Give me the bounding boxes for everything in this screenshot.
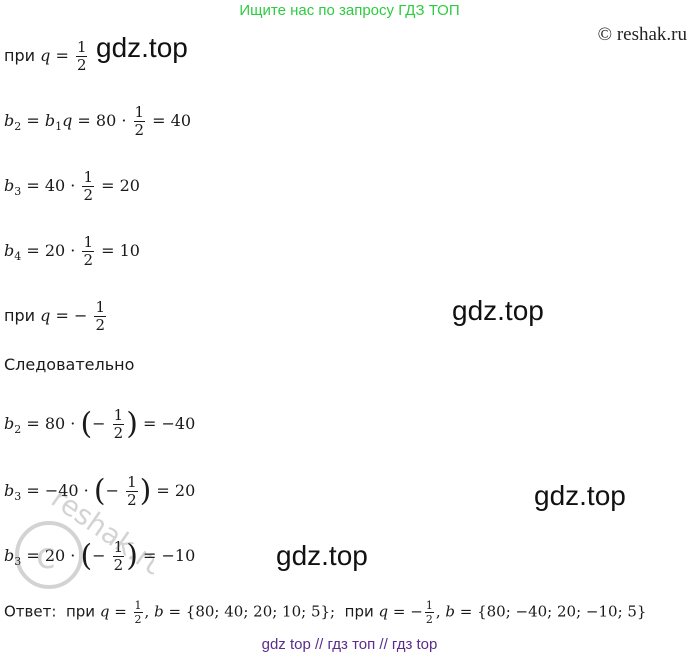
- bottom-links: gdz top // гдз топ // гдз top: [261, 636, 438, 653]
- svg-text:c: c: [36, 536, 56, 577]
- pri-label: при: [4, 46, 36, 65]
- search-banner: Ищите нас по запросу ГДЗ ТОП: [239, 2, 460, 19]
- reshak-stamp-icon: c reshak.ru: [15, 481, 154, 589]
- answer-label: Ответ:: [4, 602, 57, 621]
- therefore-label: Следовательно: [4, 355, 135, 374]
- copyright-label: © reshak.ru: [597, 24, 687, 45]
- stamp-label: reshak.ru: [45, 481, 154, 584]
- equation-b2-neg: b2 = 80 · (− 1 2) = −40: [4, 406, 196, 442]
- watermark-1: gdz.top: [96, 32, 188, 63]
- pri-label-2: при: [4, 306, 36, 325]
- watermark-3: gdz.top: [534, 480, 626, 511]
- equation-b4-neg: b3 = 20 · (− 1 2) = −10: [4, 538, 196, 574]
- watermark-4: gdz.top: [276, 540, 368, 571]
- watermark-2: gdz.top: [452, 295, 544, 326]
- equation-b3-neg: b3 = −40 · (− 1 2) = 20: [4, 473, 196, 509]
